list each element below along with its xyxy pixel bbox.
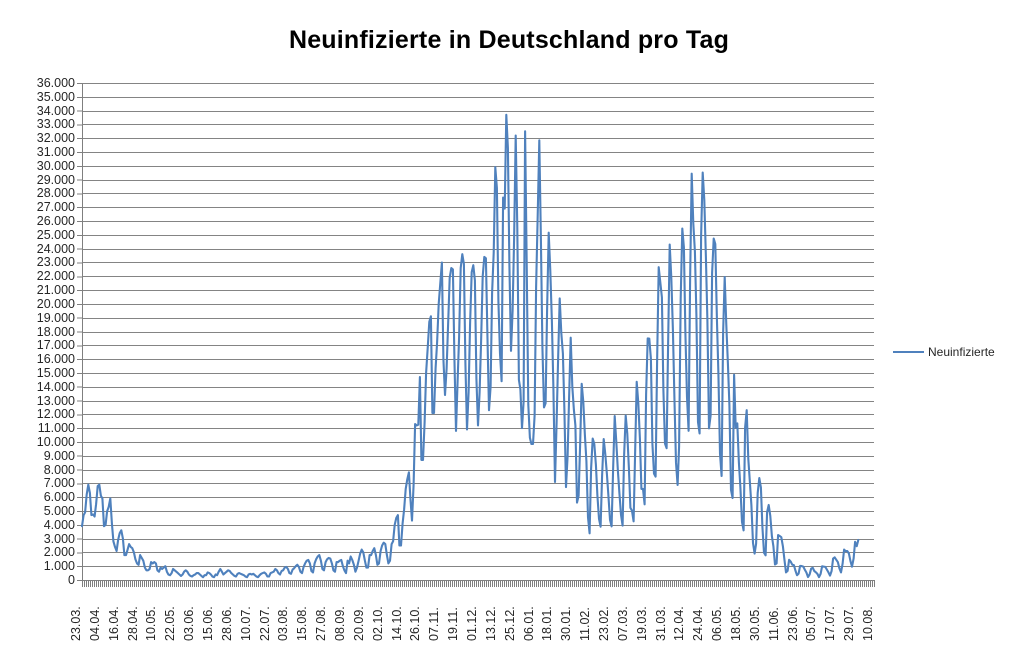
x-axis-line <box>82 580 875 581</box>
gridline <box>82 538 874 540</box>
gridline <box>82 483 874 485</box>
y-axis-tick-label: 24.000 <box>36 241 75 256</box>
y-axis-tick-label: 6.000 <box>43 490 75 505</box>
y-axis-tick-label: 26.000 <box>36 214 75 229</box>
y-axis-tick-label: 4.000 <box>43 517 75 532</box>
y-axis-tick-label: 23.000 <box>36 255 75 270</box>
y-axis-tick-label: 13.000 <box>36 393 75 408</box>
y-axis-tick-label: 2.000 <box>43 545 75 560</box>
gridline <box>82 221 874 223</box>
y-axis-tick-label: 17.000 <box>36 338 75 353</box>
y-axis-tick-label: 31.000 <box>36 145 75 160</box>
y-axis-tick-label: 29.000 <box>36 172 75 187</box>
y-axis-tick-label: 18.000 <box>36 324 75 339</box>
series-line-neuinfizierte <box>80 113 860 579</box>
legend[interactable]: Neuinfizierte <box>893 345 995 359</box>
y-axis-tick-label: 19.000 <box>36 310 75 325</box>
y-axis-tick-label: 15.000 <box>36 365 75 380</box>
y-axis-tick-label: 25.000 <box>36 227 75 242</box>
gridline <box>82 331 874 333</box>
y-axis-tick-label: 36.000 <box>36 76 75 90</box>
y-axis-tick-label: 10.000 <box>36 434 75 449</box>
gridline <box>82 566 874 568</box>
y-axis-tick-label: 14.000 <box>36 379 75 394</box>
chart-title: Neuinfizierte in Deutschland pro Tag <box>288 26 730 54</box>
y-axis-tick-label: 34.000 <box>36 103 75 118</box>
gridline <box>82 290 874 292</box>
gridline <box>82 455 874 457</box>
y-axis-tick-label: 35.000 <box>36 89 75 104</box>
gridline <box>82 110 874 112</box>
gridline <box>82 262 874 264</box>
gridline <box>82 303 874 305</box>
y-axis-tick-label: 7.000 <box>43 476 75 491</box>
gridline <box>82 124 874 126</box>
gridline <box>82 497 874 499</box>
gridline <box>82 193 874 195</box>
y-axis-tick-label: 28.000 <box>36 186 75 201</box>
gridline <box>82 234 874 236</box>
x-axis-ticks <box>82 581 875 587</box>
y-axis-tick-label: 11.000 <box>37 421 75 436</box>
gridline <box>82 248 874 250</box>
y-axis-tick-label: 8.000 <box>43 462 75 477</box>
gridline <box>82 469 874 471</box>
gridline <box>82 552 874 554</box>
y-axis-tick-label: 5.000 <box>43 503 75 518</box>
y-axis-tick-label: 33.000 <box>36 117 75 132</box>
gridline <box>82 165 874 167</box>
gridline <box>82 207 874 209</box>
gridline <box>82 152 874 154</box>
gridline <box>82 96 874 98</box>
y-axis-ticks <box>77 83 82 581</box>
y-axis-tick-label: 27.000 <box>36 200 75 215</box>
gridline <box>82 359 874 361</box>
y-axis-tick-label: 3.000 <box>43 531 75 546</box>
legend-line-sample <box>893 351 924 353</box>
y-axis-tick-label: 1.000 <box>43 559 75 574</box>
gridline <box>82 386 874 388</box>
gridline <box>82 317 874 319</box>
y-axis-tick-label: 22.000 <box>36 269 75 284</box>
gridline <box>82 179 874 181</box>
y-axis-tick-label: 32.000 <box>36 131 75 146</box>
gridline <box>82 345 874 347</box>
y-axis-tick-label: 9.000 <box>43 448 75 463</box>
y-axis-tick-label: 20.000 <box>36 296 75 311</box>
y-axis-tick-label: 30.000 <box>36 158 75 173</box>
gridline <box>82 83 874 84</box>
gridline <box>82 441 874 443</box>
y-axis-tick-label: 21.000 <box>36 283 75 298</box>
gridline <box>82 372 874 374</box>
y-axis-tick-label: 0 <box>68 573 75 587</box>
y-axis-tick-label: 16.000 <box>36 352 75 367</box>
gridline <box>82 428 874 430</box>
gridline <box>82 276 874 278</box>
y-axis-tick-label: 12.000 <box>36 407 75 422</box>
y-axis-line <box>82 83 83 581</box>
gridline <box>82 524 874 526</box>
gridline <box>82 510 874 512</box>
legend-label: Neuinfizierte <box>928 345 995 359</box>
gridline <box>82 138 874 140</box>
